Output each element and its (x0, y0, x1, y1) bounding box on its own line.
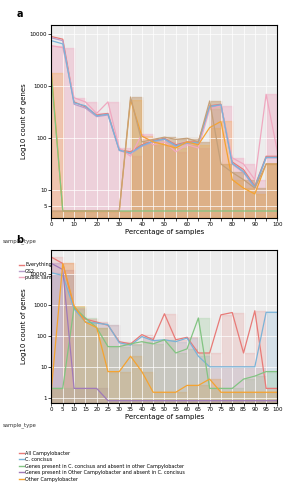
X-axis label: Percentage of samples: Percentage of samples (125, 414, 204, 420)
Y-axis label: Log10 count of genes: Log10 count of genes (21, 288, 27, 364)
Text: sample_type: sample_type (3, 422, 37, 428)
Text: a: a (17, 9, 23, 19)
Text: sample_type: sample_type (3, 238, 37, 244)
Legend: All Campylobacter, C. concisus, Genes present in C. concisus and absent in other: All Campylobacter, C. concisus, Genes pr… (19, 450, 185, 482)
Legend: Everything, GS2, public samples, GS1, GS2 only, GS1 only, our study: Everything, GS2, public samples, GS1, GS… (19, 262, 124, 280)
Text: b: b (17, 236, 23, 246)
X-axis label: Percentage of samples: Percentage of samples (125, 229, 204, 235)
Y-axis label: Log10 count of genes: Log10 count of genes (21, 84, 27, 159)
